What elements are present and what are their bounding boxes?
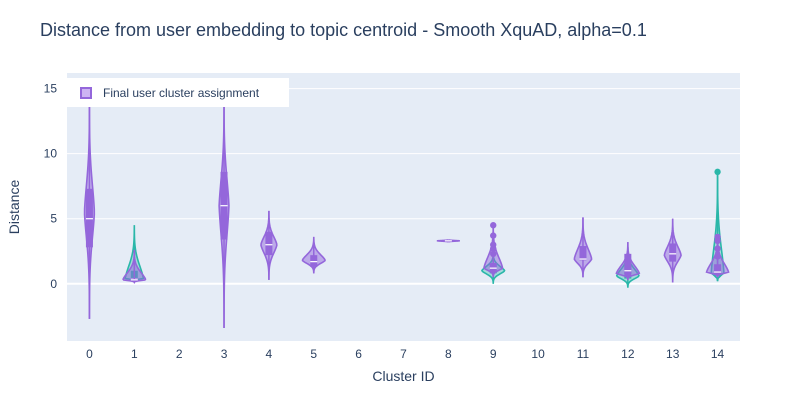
x-tick-label: 4 — [266, 347, 273, 361]
x-axis-title: Cluster ID — [372, 368, 434, 384]
outlier-point — [714, 245, 721, 252]
x-tick-label: 2 — [176, 347, 183, 361]
legend[interactable]: Final user cluster assignment — [67, 78, 289, 107]
y-tick-label: 5 — [50, 212, 57, 226]
outlier-point — [490, 232, 497, 239]
outlier-point — [714, 168, 721, 176]
violin-layer — [83, 95, 730, 328]
outlier-point — [490, 250, 497, 258]
plot-background — [67, 73, 740, 341]
outlier-point — [490, 245, 497, 252]
y-tick-label: 10 — [44, 147, 58, 161]
y-tick-labels: 0 5 10 15 — [44, 82, 58, 291]
x-tick-label: 9 — [490, 347, 497, 361]
violin[interactable] — [573, 217, 593, 278]
legend-swatch — [80, 86, 92, 99]
x-tick-label: 10 — [531, 347, 545, 361]
x-tick-label: 5 — [310, 347, 317, 361]
violin[interactable] — [301, 236, 326, 274]
violin[interactable] — [260, 210, 278, 280]
chart-title: Distance from user embedding to topic ce… — [40, 20, 647, 40]
x-tick-label: 3 — [221, 347, 228, 361]
x-tick-label: 12 — [621, 347, 635, 361]
y-tick-label: 15 — [44, 82, 58, 96]
outlier-point — [490, 222, 497, 229]
violin[interactable] — [436, 239, 460, 243]
x-tick-label: 11 — [577, 347, 590, 361]
x-tick-label: 0 — [86, 347, 93, 361]
violin[interactable] — [663, 218, 682, 283]
y-axis-title: Distance — [6, 180, 22, 235]
y-tick-label: 0 — [50, 277, 57, 291]
x-tick-label: 8 — [445, 347, 452, 361]
outlier-point — [714, 237, 721, 245]
x-tick-label: 13 — [666, 347, 680, 361]
x-tick-label: 7 — [400, 347, 407, 361]
violin[interactable] — [122, 249, 147, 285]
x-tick-labels: 0 1 2 3 4 5 6 7 8 9 10 11 12 13 14 — [86, 347, 724, 361]
x-tick-label: 1 — [131, 347, 138, 361]
x-tick-label: 14 — [711, 347, 725, 361]
legend-label: Final user cluster assignment — [103, 85, 260, 100]
x-tick-label: 6 — [355, 347, 362, 361]
violin[interactable] — [615, 242, 641, 280]
outlier-point — [714, 253, 721, 260]
